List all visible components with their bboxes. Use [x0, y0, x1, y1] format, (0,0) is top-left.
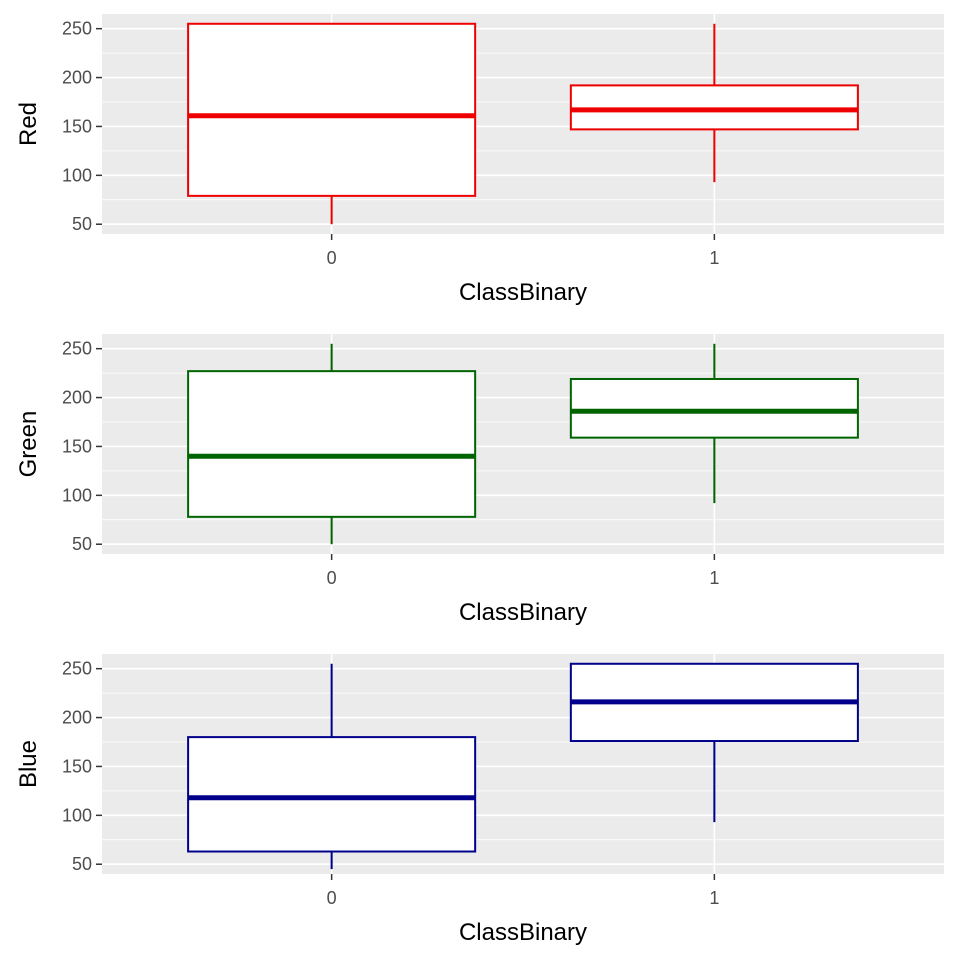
x-axis-title: ClassBinary — [459, 599, 587, 626]
x-tick-label: 1 — [709, 888, 719, 908]
box-iqr — [187, 370, 477, 518]
box-category-1 — [569, 662, 859, 823]
x-tick-label: 1 — [709, 568, 719, 588]
y-tick-label: 200 — [62, 708, 92, 728]
x-tick-label: 0 — [327, 568, 337, 588]
y-tick-label: 250 — [62, 339, 92, 359]
y-tick-label: 250 — [62, 659, 92, 679]
facet-panel-green: 50 100 150 200 250 0 1 ClassBinary Green — [15, 334, 944, 626]
box-category-0 — [187, 343, 477, 545]
facet-panel-red: 50 100 150 200 250 0 1 ClassBinary Red — [15, 14, 944, 306]
y-tick-label: 250 — [62, 19, 92, 39]
y-tick-label: 150 — [62, 436, 92, 456]
y-tick-label: 50 — [72, 214, 92, 234]
box-category-0 — [187, 22, 477, 225]
y-axis-title: Green — [15, 411, 42, 478]
box-category-1 — [569, 343, 859, 504]
x-axis-title: ClassBinary — [459, 919, 587, 946]
x-tick-label: 0 — [327, 248, 337, 268]
box-category-1 — [569, 23, 859, 183]
y-tick-label: 50 — [72, 854, 92, 874]
x-tick-label: 1 — [709, 248, 719, 268]
box-iqr — [187, 22, 477, 197]
box-category-0 — [187, 663, 477, 870]
box-iqr — [569, 377, 859, 439]
y-tick-label: 50 — [72, 534, 92, 554]
facet-panel-blue: 50 100 150 200 250 0 1 ClassBinary Blue — [15, 654, 944, 946]
y-tick-label: 150 — [62, 116, 92, 136]
y-tick-label: 150 — [62, 756, 92, 776]
y-tick-label: 100 — [62, 165, 92, 185]
x-tick-label: 0 — [327, 888, 337, 908]
y-tick-label: 100 — [62, 805, 92, 825]
y-axis-title: Blue — [15, 740, 42, 788]
y-axis-title: Red — [15, 102, 42, 146]
box-iqr — [187, 736, 477, 853]
x-axis-title: ClassBinary — [459, 279, 587, 306]
y-tick-label: 200 — [62, 68, 92, 88]
y-tick-label: 200 — [62, 388, 92, 408]
y-tick-label: 100 — [62, 485, 92, 505]
